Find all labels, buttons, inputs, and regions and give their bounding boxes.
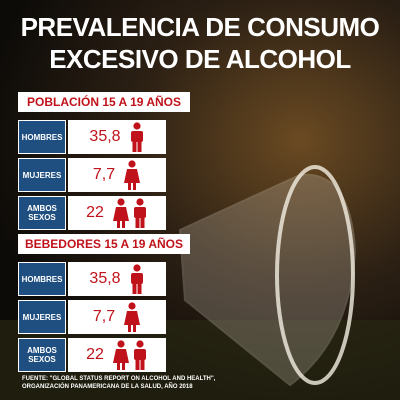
row-label: MUJERES bbox=[18, 158, 66, 192]
value-box: 7,7 bbox=[68, 158, 166, 192]
row: AMBOS SEXOS 22 bbox=[18, 338, 166, 372]
row: AMBOS SEXOS 22 bbox=[18, 196, 166, 230]
section-title: POBLACIÓN 15 A 19 AÑOS bbox=[18, 92, 190, 112]
male-icon bbox=[130, 122, 143, 152]
section-title: BEBEDORES 15 A 19 AÑOS bbox=[18, 234, 190, 254]
row-label: AMBOS SEXOS bbox=[18, 338, 66, 372]
row-label: MUJERES bbox=[18, 300, 66, 334]
row: MUJERES 7,7 bbox=[18, 158, 166, 192]
female-icon bbox=[124, 302, 141, 332]
value: 7,7 bbox=[92, 308, 116, 325]
row-label: HOMBRES bbox=[18, 262, 66, 296]
female-icon bbox=[124, 160, 141, 190]
value-box: 35,8 bbox=[68, 262, 166, 296]
value-box: 22 bbox=[68, 338, 166, 372]
icons bbox=[112, 198, 148, 228]
value-box: 35,8 bbox=[68, 120, 166, 154]
value: 22 bbox=[86, 204, 104, 221]
title: EXCESIVO DE ALCOHOL bbox=[49, 44, 351, 74]
row: HOMBRES 35,8 bbox=[18, 262, 166, 296]
icons bbox=[112, 340, 148, 370]
icons bbox=[123, 302, 141, 332]
female-icon bbox=[112, 340, 129, 370]
female-icon bbox=[112, 198, 129, 228]
title: PREVALENCIA DE CONSUMO bbox=[20, 12, 380, 42]
row-label: AMBOS SEXOS bbox=[18, 196, 66, 230]
footnote: FUENTE: "GLOBAL STATUS REPORT ON ALCOHOL… bbox=[22, 376, 216, 382]
male-icon bbox=[133, 198, 146, 228]
row: HOMBRES 35,8 bbox=[18, 120, 166, 154]
icons bbox=[123, 160, 141, 190]
value-box: 7,7 bbox=[68, 300, 166, 334]
row-label: HOMBRES bbox=[18, 120, 66, 154]
male-icon bbox=[130, 264, 143, 294]
value: 35,8 bbox=[89, 128, 121, 145]
value: 7,7 bbox=[92, 166, 116, 183]
footnote: ORGANIZACIÓN PANAMERICANA DE LA SALUD, A… bbox=[22, 384, 193, 390]
value: 35,8 bbox=[89, 270, 121, 287]
value-box: 22 bbox=[68, 196, 166, 230]
row: MUJERES 7,7 bbox=[18, 300, 166, 334]
icons bbox=[129, 264, 145, 294]
male-icon bbox=[133, 340, 146, 370]
value: 22 bbox=[86, 346, 104, 363]
icons bbox=[129, 122, 145, 152]
